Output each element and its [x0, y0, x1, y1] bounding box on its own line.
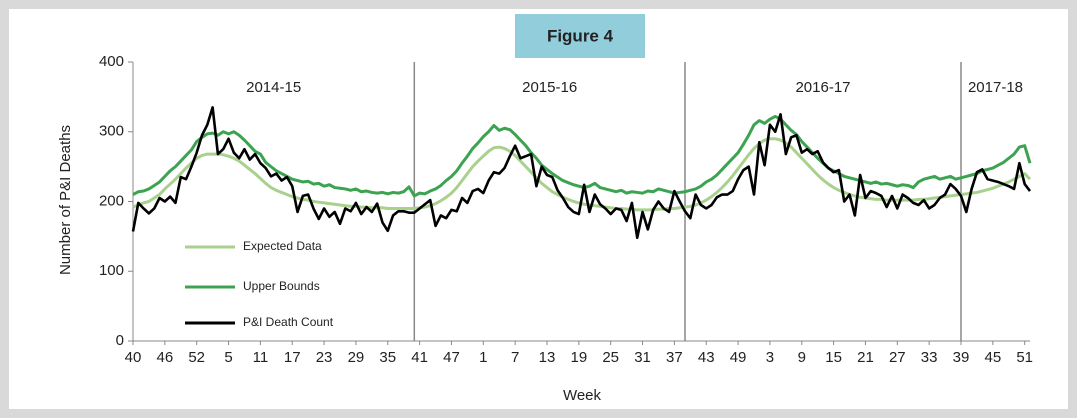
x-tick-label: 13 [539, 349, 556, 366]
x-tick-label: 3 [766, 349, 774, 366]
x-tick-label: 33 [921, 349, 938, 366]
x-tick-label: 21 [857, 349, 874, 366]
y-tick-label: 100 [99, 262, 124, 279]
legend-label: Expected Data [243, 239, 322, 253]
series-line [132, 114, 1032, 198]
x-tick-label: 23 [316, 349, 333, 366]
x-tick-label: 17 [284, 349, 301, 366]
x-tick-label: 52 [188, 349, 205, 366]
x-tick-label: 35 [379, 349, 396, 366]
x-tick-label: 11 [253, 349, 269, 366]
season-label: 2014-15 [246, 79, 301, 96]
x-tick-label: 1 [479, 349, 487, 366]
series-line [131, 106, 1032, 240]
x-tick-label: 39 [953, 349, 970, 366]
y-tick-label: 0 [116, 332, 124, 349]
season-label: 2016-17 [795, 79, 850, 96]
x-tick-label: 51 [1016, 349, 1033, 366]
y-axis-label: Number of P&I Deaths [57, 125, 74, 275]
x-tick-label: 27 [889, 349, 906, 366]
season-label: 2017-18 [968, 79, 1023, 96]
y-tick-label: 200 [99, 192, 124, 209]
chart-title: Figure 4 [547, 26, 614, 45]
x-tick-label: 37 [666, 349, 683, 366]
legend-label: P&I Death Count [243, 315, 334, 329]
x-tick-label: 7 [511, 349, 519, 366]
title-box [515, 14, 645, 58]
y-tick-label: 300 [99, 123, 124, 140]
x-tick-label: 31 [634, 349, 651, 366]
x-tick-label: 45 [985, 349, 1002, 366]
y-tick-label: 400 [99, 53, 124, 70]
season-label: 2015-16 [522, 79, 577, 96]
x-axis-label: Week [563, 387, 602, 404]
x-tick-label: 47 [443, 349, 460, 366]
x-tick-label: 46 [157, 349, 174, 366]
x-tick-label: 5 [224, 349, 232, 366]
x-tick-label: 49 [730, 349, 747, 366]
legend-label: Upper Bounds [243, 279, 320, 293]
x-tick-label: 40 [125, 349, 142, 366]
x-tick-label: 29 [348, 349, 365, 366]
x-tick-label: 19 [571, 349, 588, 366]
x-tick-label: 41 [411, 349, 428, 366]
x-tick-label: 43 [698, 349, 715, 366]
x-tick-label: 15 [825, 349, 842, 366]
x-tick-label: 25 [602, 349, 619, 366]
x-tick-label: 9 [798, 349, 806, 366]
panel [9, 9, 1068, 409]
